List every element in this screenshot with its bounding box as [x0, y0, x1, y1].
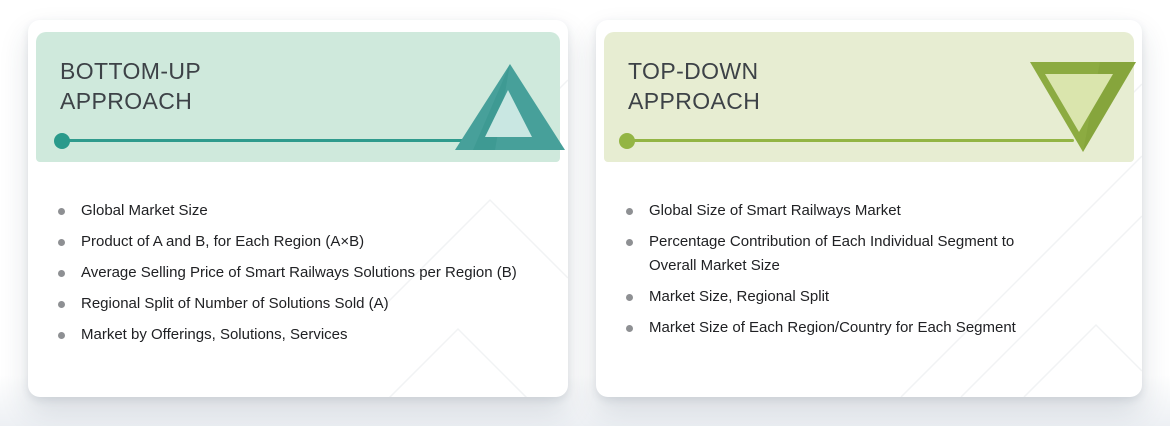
list-item-text: Global Market Size	[81, 202, 208, 219]
bullet-dot-icon	[58, 207, 65, 215]
list-item-text: Global Size of Smart Railways Market	[649, 202, 901, 219]
bullet-dot-icon	[626, 207, 633, 215]
top-down-title-line1: TOP-DOWN	[628, 58, 759, 84]
list-item-text: Regional Split of Number of Solutions So…	[81, 295, 389, 312]
list-item: Average Selling Price of Smart Railways …	[58, 261, 556, 285]
bottom-up-title: BOTTOM-UP APPROACH	[60, 56, 201, 116]
bullet-dot-icon	[58, 238, 65, 246]
list-item-text: Market Size, Regional Split	[649, 288, 830, 305]
green-accent-line	[627, 139, 1074, 142]
list-item: Market Size, Regional Split	[626, 285, 1056, 309]
bullet-dot-icon	[58, 300, 65, 308]
bullet-dot-icon	[626, 324, 633, 332]
top-down-title: TOP-DOWN APPROACH	[628, 56, 760, 116]
list-item: Market Size of Each Region/Country for E…	[626, 316, 1056, 340]
list-item: Global Market Size	[58, 199, 556, 223]
bottom-up-approach-card: BOTTOM-UP APPROACH Global Market Size Pr…	[28, 20, 568, 397]
bullet-dot-icon	[58, 269, 65, 277]
bottom-up-bullet-list: Global Market Size Product of A and B, f…	[58, 199, 562, 354]
list-item: Global Size of Smart Railways Market	[626, 199, 1056, 223]
up-triangle-icon	[455, 64, 565, 150]
down-triangle-icon	[1030, 62, 1136, 152]
bullet-dot-icon	[626, 238, 633, 246]
top-down-approach-card: TOP-DOWN APPROACH Global Size of Smart R…	[596, 20, 1142, 397]
teal-accent-dot	[54, 132, 70, 149]
green-accent-dot	[619, 132, 635, 149]
bullet-dot-icon	[58, 331, 65, 339]
list-item-text: Average Selling Price of Smart Railways …	[81, 264, 517, 281]
top-down-title-line2: APPROACH	[628, 88, 761, 114]
list-item-text: Market Size of Each Region/Country for E…	[649, 319, 1016, 336]
list-item-text: Product of A and B, for Each Region (A×B…	[81, 233, 365, 250]
bottom-up-title-line2: APPROACH	[60, 88, 193, 114]
list-item: Market by Offerings, Solutions, Services	[58, 323, 556, 347]
top-down-bullet-list: Global Size of Smart Railways Market Per…	[626, 199, 1056, 347]
teal-accent-line	[62, 139, 554, 142]
bottom-up-title-line1: BOTTOM-UP	[60, 58, 202, 84]
bullet-dot-icon	[626, 293, 633, 301]
list-item-text: Percentage Contribution of Each Individu…	[649, 233, 1015, 274]
list-item: Percentage Contribution of Each Individu…	[626, 230, 1056, 278]
list-item: Product of A and B, for Each Region (A×B…	[58, 230, 556, 254]
bottom-up-header: BOTTOM-UP APPROACH	[36, 32, 565, 162]
list-item-text: Market by Offerings, Solutions, Services	[81, 326, 348, 343]
top-down-header: TOP-DOWN APPROACH	[604, 32, 1136, 162]
list-item: Regional Split of Number of Solutions So…	[58, 292, 556, 316]
